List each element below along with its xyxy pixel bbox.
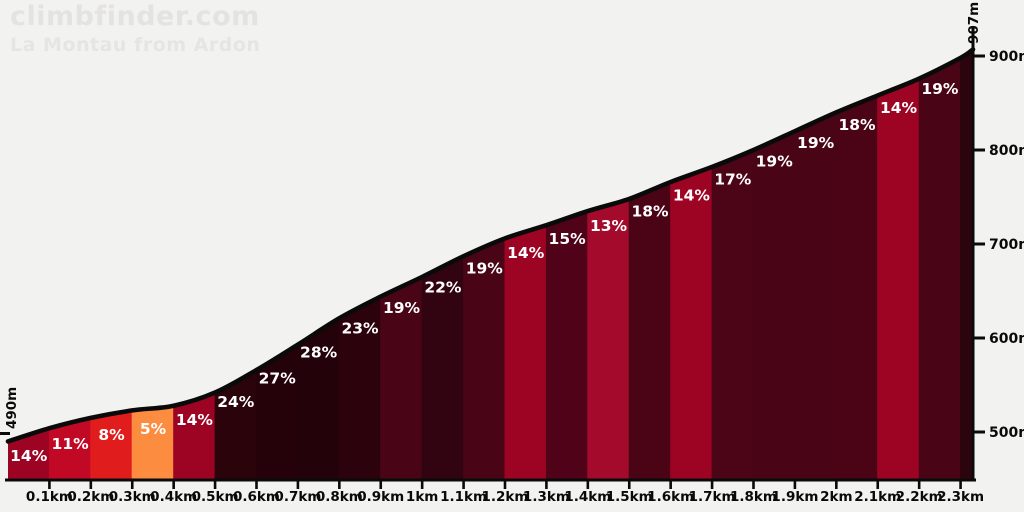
gradient-segment	[918, 49, 962, 481]
gradient-segment	[338, 49, 382, 481]
x-tick-label: 1.2km	[482, 489, 529, 505]
gradient-label: 27%	[259, 369, 297, 387]
y-tick-label: 500m	[989, 425, 1024, 441]
y-tick-label: 900m	[989, 49, 1024, 65]
x-tick-label: 1.3km	[523, 489, 570, 505]
gradient-segment	[960, 49, 973, 481]
x-tick-label: 0.7km	[274, 489, 321, 505]
gradient-label: 18%	[631, 202, 669, 220]
gradient-segment	[173, 49, 216, 481]
gradient-label: 14%	[673, 186, 711, 204]
gradient-label: 28%	[300, 343, 338, 361]
gradient-label: 14%	[507, 244, 545, 262]
summit-elevation-marker: 907m	[966, 2, 982, 44]
gradient-label: 14%	[10, 447, 48, 465]
gradient-label: 18%	[838, 116, 876, 134]
gradient-segment	[711, 49, 754, 481]
x-tick-label: 2.2km	[896, 489, 943, 505]
x-axis-line	[5, 478, 976, 482]
x-tick-label: 1.1km	[440, 489, 487, 505]
x-tick-label: 2.1km	[854, 489, 901, 505]
gradient-segment	[214, 49, 257, 481]
x-tick-label: 0.9km	[357, 489, 404, 505]
x-tick-label: 0.8km	[316, 489, 363, 505]
gradient-segment	[587, 49, 630, 481]
gradient-segment	[877, 49, 920, 481]
x-tick-label: 1.6km	[647, 489, 694, 505]
x-tick-label: 2.3km	[937, 489, 984, 505]
chart-header: climbfinder.com La Montau from Ardon	[10, 2, 260, 56]
gradient-segment	[380, 49, 423, 481]
gradient-segment	[421, 49, 465, 481]
gradient-label: 17%	[714, 171, 752, 189]
y-axis-line	[971, 28, 975, 480]
gradient-label: 11%	[52, 435, 90, 453]
gradient-label: 19%	[921, 80, 959, 98]
gradient-label: 8%	[98, 426, 125, 444]
start-elevation-label: 490m	[4, 387, 20, 429]
gradient-segment	[835, 49, 879, 481]
x-tick-label: 1.7km	[689, 489, 736, 505]
gradient-label: 14%	[880, 99, 918, 117]
x-tick-label: 1.5km	[606, 489, 653, 505]
y-tick-label: 700m	[989, 237, 1024, 253]
summit-elevation-label: 907m	[966, 2, 982, 44]
y-axis: 500m 600m 700m 800m 900m	[971, 28, 1024, 480]
x-tick-label: 0.1km	[26, 489, 73, 505]
gradient-label: 19%	[383, 299, 421, 317]
gradient-label: 19%	[466, 259, 504, 277]
gradient-label: 19%	[756, 153, 794, 171]
gradient-label: 24%	[217, 393, 255, 411]
x-tick-label: 0.3km	[109, 489, 156, 505]
climb-title: La Montau from Ardon	[10, 33, 261, 56]
gradient-segment	[794, 49, 837, 481]
gradient-label: 13%	[590, 217, 628, 235]
start-elevation-marker: 490m	[0, 387, 20, 435]
gradient-label: 22%	[424, 279, 462, 297]
x-tick-label: 1.4km	[564, 489, 611, 505]
x-tick-label: 1.8km	[730, 489, 777, 505]
x-tick-label: 2km	[820, 489, 852, 505]
y-tick-label: 600m	[989, 331, 1024, 347]
gradient-segment	[545, 49, 589, 481]
gradient-labels: 14%11% 8% 5% 14%24%27%28%23%19%22%19%14%15%…	[10, 80, 959, 465]
x-tick-label: 0.4km	[150, 489, 197, 505]
y-tick-label: 800m	[989, 143, 1024, 159]
gradient-segment	[670, 49, 713, 481]
gradient-label: 14%	[176, 411, 214, 429]
gradient-label: 19%	[797, 134, 835, 152]
x-tick-label: 1km	[406, 489, 438, 505]
x-tick-label: 0.2km	[67, 489, 114, 505]
x-tick-label: 0.6km	[233, 489, 280, 505]
elevation-curve	[5, 47, 976, 444]
gradient-segment	[753, 49, 796, 481]
gradient-segment	[628, 49, 672, 481]
gradient-segment	[256, 49, 299, 481]
x-tick-label: 1.9km	[771, 489, 818, 505]
gradient-label: 15%	[549, 230, 587, 248]
x-axis: 0.1km0.2km0.3km0.4km0.5km0.6km0.7km0.8km…	[5, 478, 984, 505]
gradient-segment	[297, 49, 340, 481]
x-tick-label: 0.5km	[192, 489, 239, 505]
brand-logo[interactable]: climbfinder.com	[10, 1, 260, 32]
gradient-label: 23%	[341, 319, 379, 337]
gradient-label: 5%	[140, 420, 167, 438]
